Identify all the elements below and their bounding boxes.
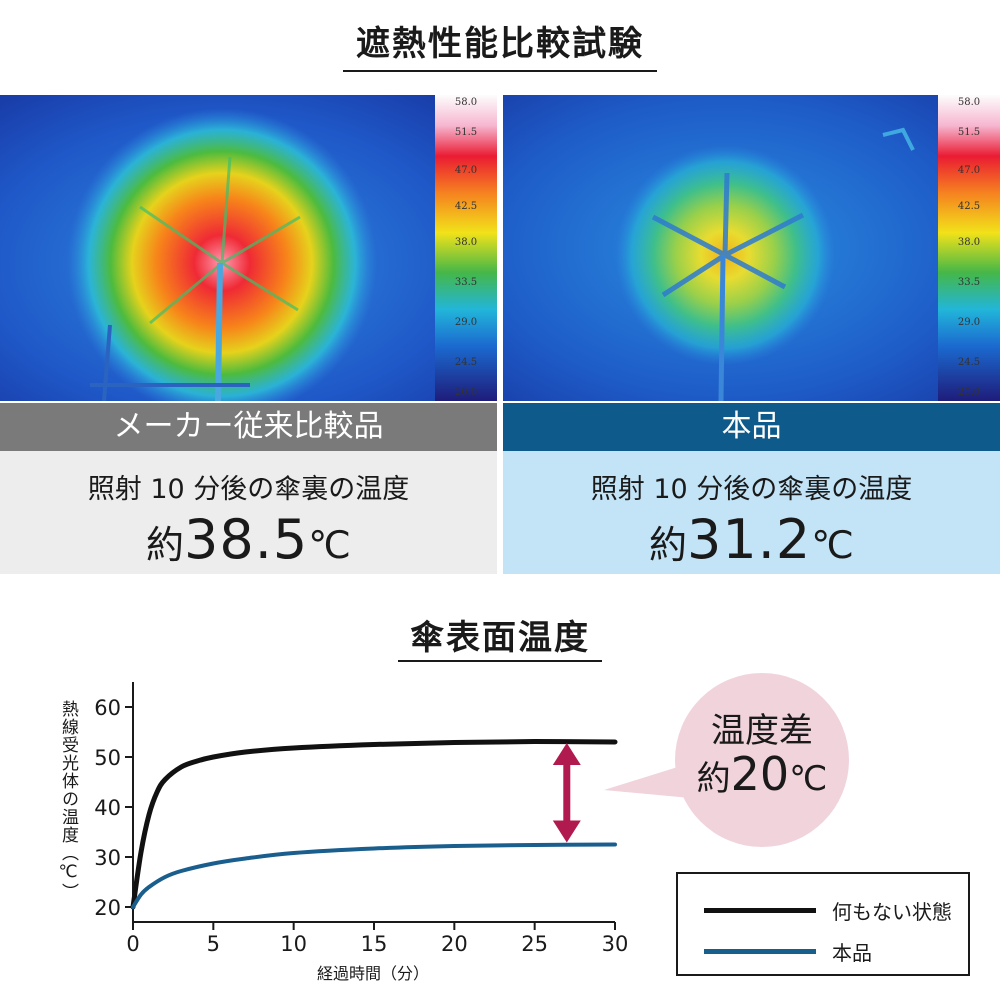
x-tick-label: 15 — [361, 932, 388, 956]
page-title: 遮熱性能比較試験 — [356, 24, 644, 64]
temperature-unit: ℃ — [811, 523, 854, 567]
scale-label: 47.0 — [455, 165, 477, 176]
temperature-value: 31.2 — [687, 508, 812, 571]
x-tick-label: 5 — [207, 932, 220, 956]
scale-label: 33.5 — [455, 277, 477, 288]
x-tick-label: 20 — [441, 932, 468, 956]
x-axis-label: 経過時間（分） — [317, 964, 429, 983]
callout-circle — [675, 673, 849, 847]
conventional-caption: 照射 10 分後の傘裏の温度 — [87, 474, 410, 505]
scale-label: 33.5 — [958, 277, 980, 288]
difference-arrow-head-down — [552, 820, 581, 843]
y-axis-label: 熱線受光体の温度（℃） — [58, 700, 78, 901]
product-temperature: 約31.2℃ — [503, 508, 1000, 571]
conventional-result-panel: 照射 10 分後の傘裏の温度 約38.5℃ — [0, 451, 497, 574]
legend-swatch — [704, 949, 816, 954]
callout-title: 温度差 — [711, 711, 813, 751]
x-tick-label: 25 — [521, 932, 548, 956]
y-tick-label: 40 — [94, 796, 121, 820]
x-tick-label: 0 — [126, 932, 139, 956]
difference-arrow-head-up — [552, 743, 581, 765]
difference-unit: ℃ — [789, 759, 828, 799]
approx-prefix: 約 — [146, 523, 185, 567]
chart-title-underline — [398, 660, 602, 662]
legend-swatch — [704, 908, 816, 913]
temperature-value: 38.5 — [184, 508, 309, 571]
scale-label: 29.0 — [958, 317, 980, 328]
title-underline — [343, 70, 657, 72]
legend-label: 本品 — [832, 941, 872, 965]
chart-legend: 何もない状態 本品 — [676, 872, 970, 976]
x-tick-label: 30 — [602, 932, 629, 956]
y-tick-label: 30 — [94, 846, 121, 870]
callout-pointer — [604, 760, 712, 800]
difference-value: 20 — [730, 747, 790, 801]
thermal-image-conventional: 58.0 51.5 47.0 42.5 38.0 33.5 29.0 24.5 … — [0, 95, 497, 401]
scale-label: 58.0 — [958, 97, 980, 108]
scale-label: 29.0 — [455, 317, 477, 328]
scale-label: 47.0 — [958, 165, 980, 176]
thermal-image-product: 58.0 51.5 47.0 42.5 38.0 33.5 29.0 24.5 … — [503, 95, 1000, 401]
series-line-1 — [131, 842, 617, 909]
scale-label: 20.0 — [958, 387, 980, 398]
product-label-bar: 本品 — [503, 403, 1000, 451]
y-tick-label: 20 — [94, 896, 121, 920]
temperature-unit: ℃ — [308, 523, 351, 567]
product-caption: 照射 10 分後の傘裏の温度 — [590, 474, 913, 505]
scale-label: 51.5 — [958, 127, 980, 138]
scale-label: 24.5 — [958, 357, 980, 368]
scale-label: 42.5 — [455, 201, 477, 212]
conventional-temperature: 約38.5℃ — [0, 508, 497, 571]
series-line-0 — [130, 738, 618, 910]
scale-label: 20.0 — [455, 387, 477, 398]
approx-prefix: 約 — [649, 523, 688, 567]
scale-label: 42.5 — [958, 201, 980, 212]
y-tick-label: 50 — [94, 746, 121, 770]
y-tick-label: 60 — [94, 696, 121, 720]
scale-label: 58.0 — [455, 97, 477, 108]
conventional-label-bar: メーカー従来比較品 — [0, 403, 497, 451]
product-result-panel: 照射 10 分後の傘裏の温度 約31.2℃ — [503, 451, 1000, 574]
legend-label: 何もない状態 — [832, 900, 952, 924]
legend-item-none: 何もない状態 — [704, 896, 968, 925]
scale-label: 24.5 — [455, 357, 477, 368]
legend-item-product: 本品 — [704, 937, 968, 966]
callout-value: 約20℃ — [676, 747, 848, 801]
scale-label: 38.0 — [958, 237, 980, 248]
approx-prefix: 約 — [696, 759, 731, 799]
scale-label: 38.0 — [455, 237, 477, 248]
scale-label: 51.5 — [455, 127, 477, 138]
x-tick-label: 10 — [280, 932, 307, 956]
chart-section-title: 傘表面温度 — [410, 618, 590, 658]
